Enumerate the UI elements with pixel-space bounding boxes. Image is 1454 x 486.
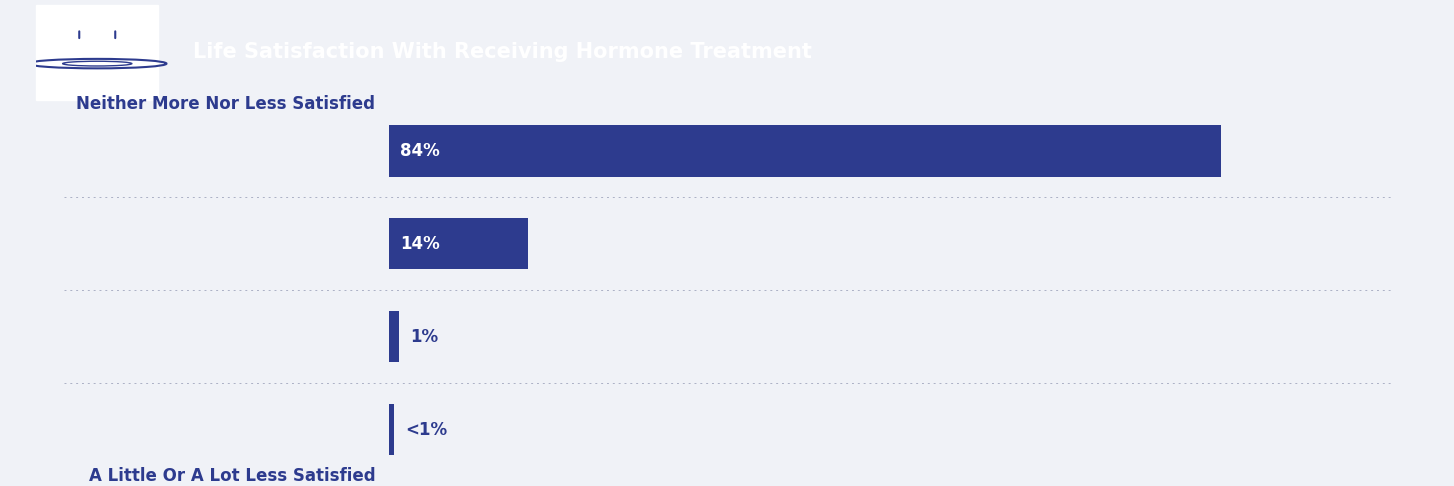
Text: Life Satisfaction With Receiving Hormone Treatment: Life Satisfaction With Receiving Hormone… — [193, 42, 811, 62]
FancyBboxPatch shape — [390, 404, 394, 455]
FancyBboxPatch shape — [36, 5, 158, 100]
Text: A Little Or A Lot Less Satisfied: A Little Or A Lot Less Satisfied — [89, 467, 375, 486]
Text: 1%: 1% — [410, 328, 439, 346]
FancyBboxPatch shape — [390, 125, 1221, 176]
FancyBboxPatch shape — [390, 218, 528, 269]
FancyBboxPatch shape — [390, 312, 400, 363]
Text: Neither More Nor Less Satisfied: Neither More Nor Less Satisfied — [77, 95, 375, 114]
Text: <1%: <1% — [406, 421, 448, 439]
Text: 84%: 84% — [400, 142, 441, 160]
Text: 14%: 14% — [400, 235, 441, 253]
